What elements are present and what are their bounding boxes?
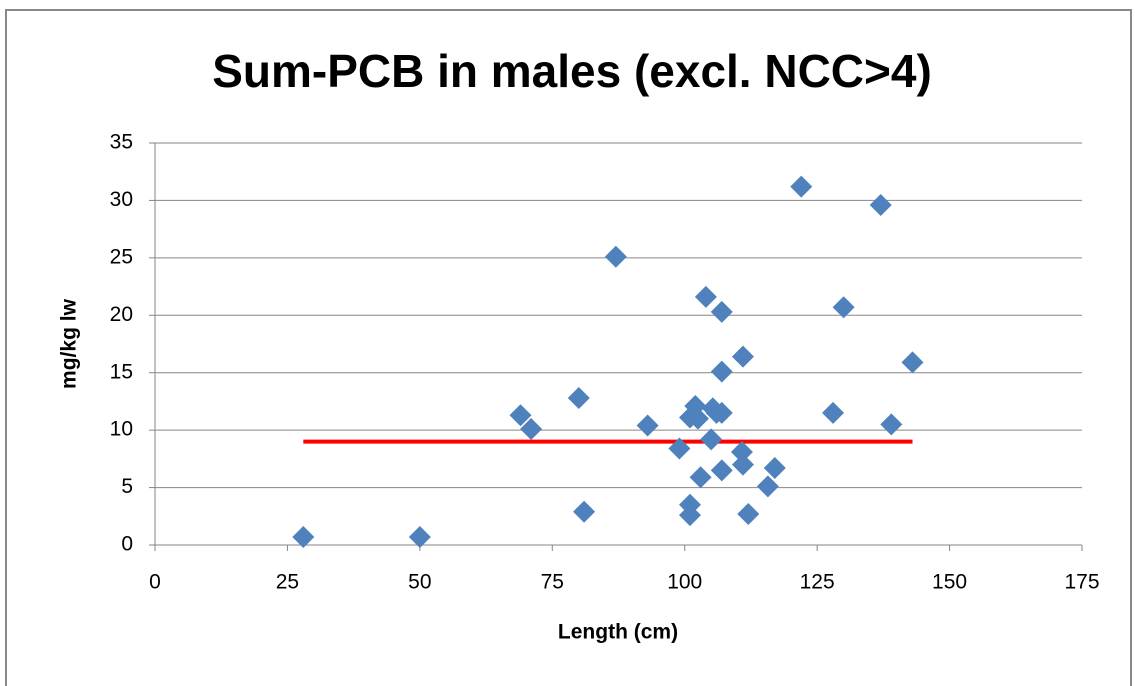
data-point: [636, 414, 659, 437]
data-point: [832, 296, 855, 319]
chart-title: Sum-PCB in males (excl. NCC>4): [212, 45, 932, 97]
chart-border: [5, 9, 1132, 686]
data-point: [730, 440, 753, 463]
y-tick-label: 0: [121, 533, 133, 556]
x-tick-label: 25: [276, 571, 299, 594]
data-point: [604, 245, 627, 268]
data-point: [520, 417, 543, 440]
data-point: [679, 504, 702, 527]
data-point: [710, 401, 733, 424]
x-tick-label: 125: [800, 571, 835, 594]
data-point: [731, 453, 754, 476]
data-point: [880, 413, 903, 436]
data-point: [710, 459, 733, 482]
data-point: [869, 194, 892, 217]
x-tick-label: 0: [149, 571, 161, 594]
x-tick-label: 175: [1064, 571, 1099, 594]
data-point: [756, 475, 779, 498]
data-point: [567, 386, 590, 409]
x-tick-label: 150: [932, 571, 967, 594]
data-point: [573, 500, 596, 523]
data-point: [822, 401, 845, 424]
x-axis-label: Length (cm): [558, 621, 678, 644]
data-point: [668, 437, 691, 460]
data-point: [689, 466, 712, 489]
y-tick-label: 30: [110, 188, 133, 211]
data-point: [790, 175, 813, 198]
x-tick-label: 50: [408, 571, 431, 594]
data-point: [408, 525, 431, 548]
data-point: [694, 285, 717, 308]
data-point: [700, 428, 723, 451]
data-point: [710, 300, 733, 323]
y-tick-label: 15: [110, 360, 133, 383]
y-tick-label: 10: [110, 418, 133, 441]
data-point: [509, 404, 532, 427]
data-point: [710, 360, 733, 383]
y-tick-label: 35: [110, 131, 133, 154]
x-tick-label: 100: [667, 571, 702, 594]
data-point: [686, 407, 709, 430]
y-axis-label: mg/kg lw: [58, 298, 81, 389]
data-point: [737, 502, 760, 525]
data-point: [292, 525, 315, 548]
data-point: [901, 351, 924, 374]
y-tick-label: 5: [121, 475, 133, 498]
data-point: [731, 345, 754, 368]
y-tick-label: 25: [110, 245, 133, 268]
x-tick-label: 75: [541, 571, 564, 594]
y-tick-label: 20: [110, 303, 133, 326]
data-point: [763, 457, 786, 480]
